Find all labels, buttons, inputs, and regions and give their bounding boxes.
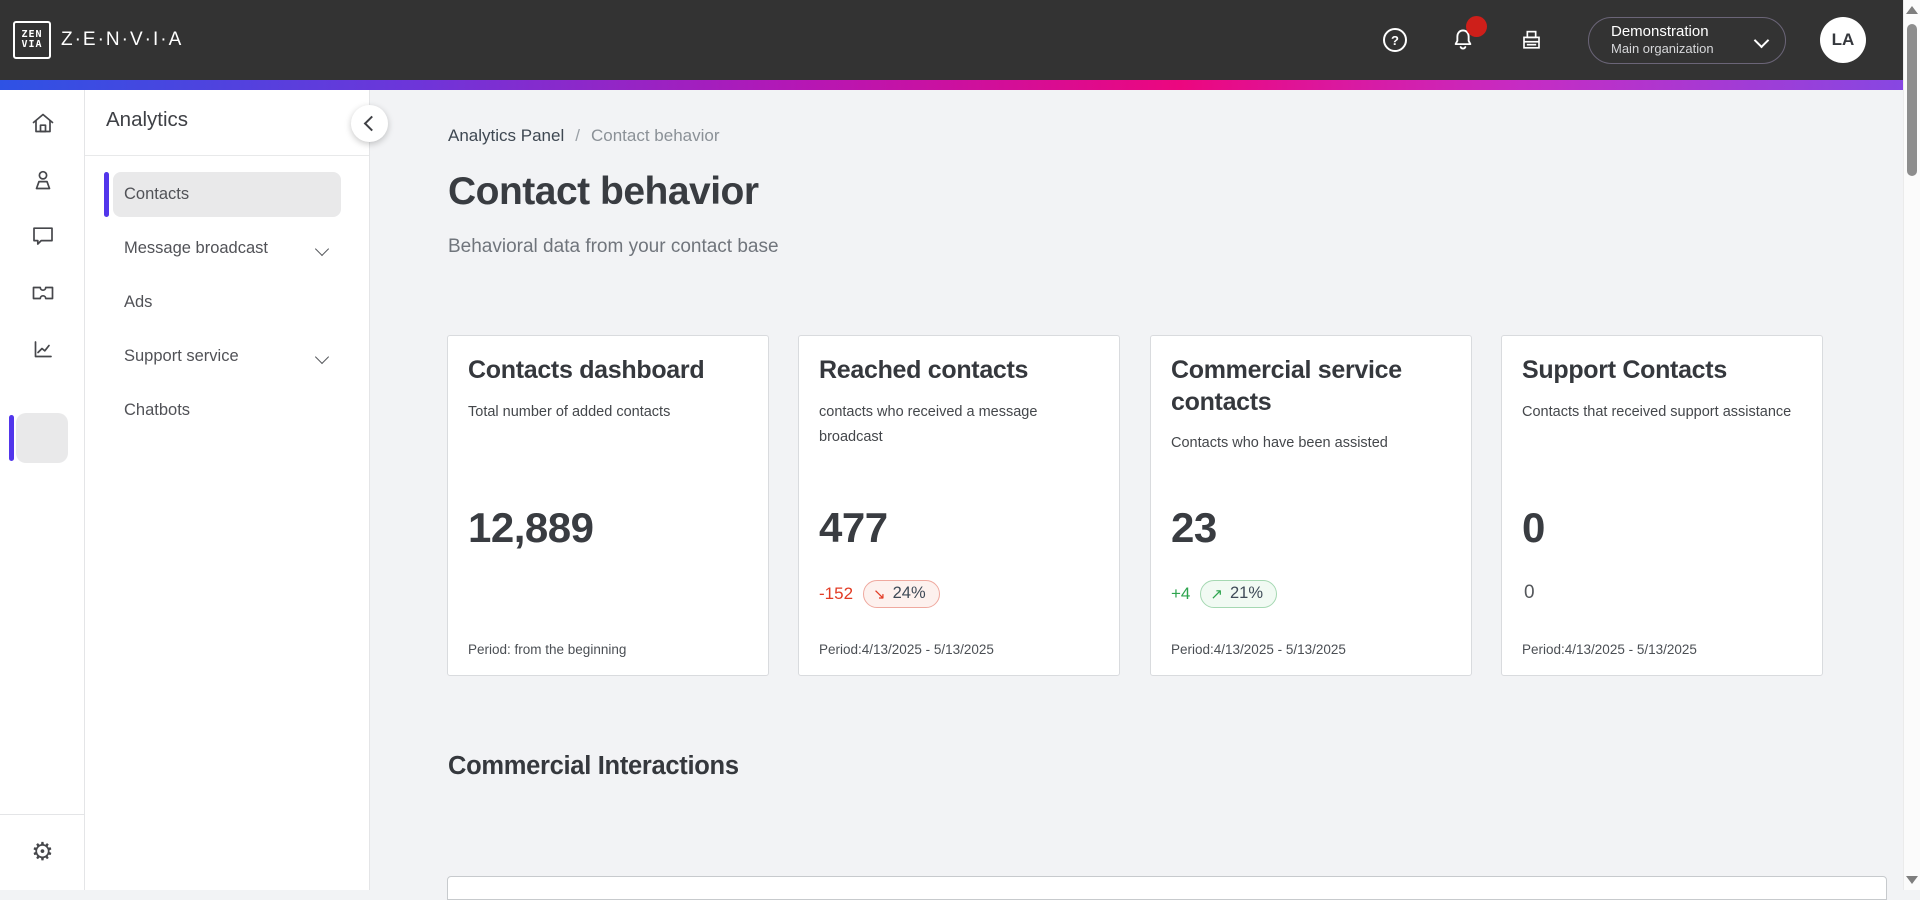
trend-badge: ↘ 24%	[863, 580, 940, 608]
scrollbar-up-arrow[interactable]	[1906, 6, 1918, 14]
chevron-down-icon	[314, 349, 330, 364]
vertical-scrollbar	[1903, 0, 1920, 890]
breadcrumb-current: Contact behavior	[590, 126, 720, 145]
rail-divider	[0, 814, 84, 815]
sidebar-title: Analytics	[106, 108, 189, 131]
sidebar-item-chatbots[interactable]: Chatbots	[113, 388, 341, 433]
trend-badge: ↗ 21%	[1200, 580, 1277, 608]
chat-bubble-icon	[32, 227, 53, 245]
main-content: Analytics Panel / Contact behavior Conta…	[370, 90, 1903, 900]
delta-percent: 21%	[1229, 584, 1263, 602]
rail-item-analytics[interactable]	[0, 324, 85, 374]
commercial-interactions-panel	[447, 876, 1887, 900]
analytics-chart-icon	[34, 341, 52, 358]
sidebar-item-label: Ads	[124, 293, 153, 311]
rail-item-settings[interactable]: ⚙	[0, 827, 85, 877]
card-value: 477	[819, 504, 888, 551]
delta-value: -152	[819, 584, 854, 603]
sidebar-active-indicator	[104, 172, 109, 217]
sidebar-item-contacts[interactable]: Contacts	[113, 172, 341, 217]
sidebar-item-ads[interactable]: Ads	[113, 280, 341, 325]
brand-wordmark: Z·E·N·V·I·A	[61, 29, 184, 50]
card-description: contacts who received a message broadcas…	[819, 403, 1038, 445]
rail-item-home[interactable]	[0, 98, 85, 148]
card-value: 12,889	[468, 504, 594, 551]
zenvia-brand[interactable]: ZEN VIA Z·E·N·V·I·A	[13, 21, 183, 59]
card-description: Contacts who have been assisted	[1171, 435, 1388, 451]
icon-rail: ⚙	[0, 90, 85, 890]
sidebar-item-label: Contacts	[124, 185, 190, 203]
sidebar-item-label: Chatbots	[124, 401, 191, 419]
card-period: Period: from the beginning	[468, 642, 627, 657]
page-subtitle: Behavioral data from your contact base	[448, 236, 779, 257]
person-icon	[35, 170, 50, 190]
top-bar: ZEN VIA Z·E·N·V·I·A ?	[0, 0, 1903, 80]
sidebar-item-label: Support service	[124, 347, 239, 365]
card-title: Commercial service contacts	[1171, 356, 1402, 416]
card-description: Contacts that received support assistanc…	[1522, 403, 1792, 420]
home-icon	[32, 113, 53, 133]
card-title: Reached contacts	[819, 356, 1029, 384]
card-support-contacts: Support Contacts Contacts that received …	[1501, 335, 1823, 676]
card-secondary-value: 0	[1524, 582, 1535, 603]
logo-text-bottom: VIA	[21, 39, 43, 50]
card-period: Period:4/13/2025 - 5/13/2025	[1522, 642, 1697, 657]
organization-subtitle: Main organization	[1611, 41, 1714, 57]
scrollbar-thumb[interactable]	[1907, 24, 1917, 176]
chevron-down-icon	[314, 241, 330, 256]
rail-item-contacts[interactable]	[0, 155, 85, 205]
section-title-commercial-interactions: Commercial Interactions	[448, 752, 739, 780]
help-icon: ?	[1383, 28, 1407, 52]
card-commercial-service-contacts: Commercial service contacts Contacts who…	[1150, 335, 1472, 676]
organization-name: Demonstration	[1611, 22, 1709, 40]
brand-gradient-bar	[0, 80, 1903, 90]
card-title: Contacts dashboard	[468, 356, 705, 384]
card-description: Total number of added contacts	[468, 403, 671, 420]
rail-active-background	[16, 413, 68, 463]
organization-switcher[interactable]: Demonstration Main organization	[1588, 16, 1786, 64]
card-value: 0	[1522, 504, 1545, 551]
card-period: Period:4/13/2025 - 5/13/2025	[819, 642, 994, 657]
sidebar-item-message-broadcast[interactable]: Message broadcast	[113, 226, 341, 271]
help-button[interactable]: ?	[1378, 23, 1412, 57]
breadcrumb-separator: /	[575, 126, 580, 145]
notifications-button[interactable]	[1446, 16, 1487, 57]
trend-up-icon: ↗	[1210, 585, 1223, 603]
print-button[interactable]	[1514, 23, 1548, 57]
gear-icon: ⚙	[31, 837, 54, 866]
card-delta-row: +4 ↗ 21%	[1171, 580, 1277, 608]
card-period: Period:4/13/2025 - 5/13/2025	[1171, 642, 1346, 657]
zenvia-logo-icon: ZEN VIA	[13, 21, 51, 59]
chevron-down-icon	[1753, 32, 1770, 48]
notification-badge-dot	[1466, 16, 1487, 37]
card-contacts-dashboard: Contacts dashboard Total number of added…	[447, 335, 769, 676]
page-title: Contact behavior	[448, 170, 759, 213]
card-value: 23	[1171, 504, 1217, 551]
breadcrumb-analytics-panel[interactable]: Analytics Panel	[448, 126, 565, 145]
sidebar-divider	[85, 155, 369, 156]
card-delta-row: -152 ↘ 24%	[819, 580, 940, 608]
delta-value: +4	[1171, 584, 1191, 603]
rail-item-tickets[interactable]	[0, 268, 85, 318]
rail-active-indicator	[9, 415, 14, 461]
card-reached-contacts: Reached contacts contacts who received a…	[798, 335, 1120, 676]
sidebar-collapse-button[interactable]	[351, 105, 388, 142]
card-title: Support Contacts	[1522, 356, 1727, 384]
sidebar-item-label: Message broadcast	[124, 239, 268, 257]
ticket-icon	[32, 286, 53, 300]
sidebar-item-support-service[interactable]: Support service	[113, 334, 341, 379]
chevron-left-icon	[363, 115, 379, 132]
delta-percent: 24%	[892, 584, 926, 602]
scrollbar-down-arrow[interactable]	[1906, 876, 1918, 884]
rail-item-conversations[interactable]	[0, 211, 85, 261]
trend-down-icon: ↘	[873, 585, 886, 603]
user-avatar[interactable]: LA	[1820, 17, 1866, 63]
breadcrumb: Analytics Panel / Contact behavior	[448, 126, 720, 146]
analytics-sidebar: Analytics Contacts Message broadcast Ads…	[85, 90, 370, 890]
logo-text-top: ZEN	[21, 28, 43, 40]
printer-icon	[1522, 30, 1540, 49]
